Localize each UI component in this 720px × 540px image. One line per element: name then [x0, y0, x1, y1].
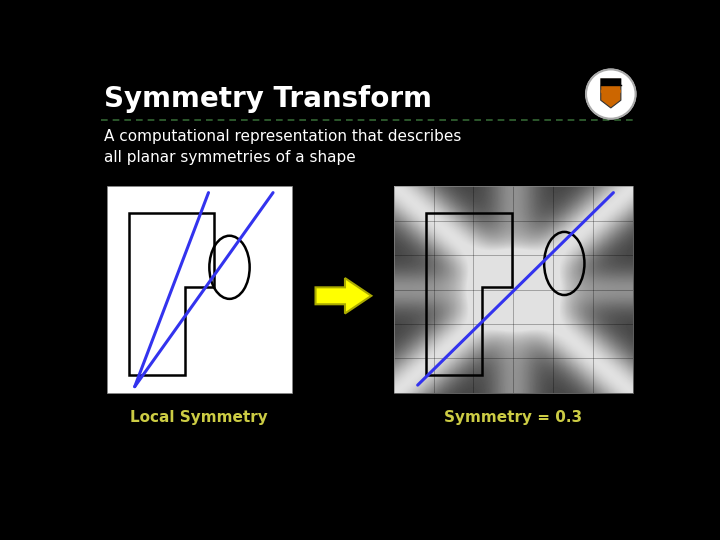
Circle shape: [586, 70, 636, 119]
Text: Symmetry Transform: Symmetry Transform: [104, 85, 432, 113]
Bar: [600, 79, 621, 85]
Text: A computational representation that describes
all planar symmetries of a shape: A computational representation that desc…: [104, 130, 462, 165]
Text: Local Symmetry: Local Symmetry: [130, 410, 268, 425]
Polygon shape: [600, 90, 621, 99]
Text: Symmetry = 0.3: Symmetry = 0.3: [444, 410, 582, 425]
Bar: [394, 186, 632, 393]
Polygon shape: [315, 278, 372, 314]
Polygon shape: [600, 79, 621, 108]
Bar: [107, 186, 292, 393]
